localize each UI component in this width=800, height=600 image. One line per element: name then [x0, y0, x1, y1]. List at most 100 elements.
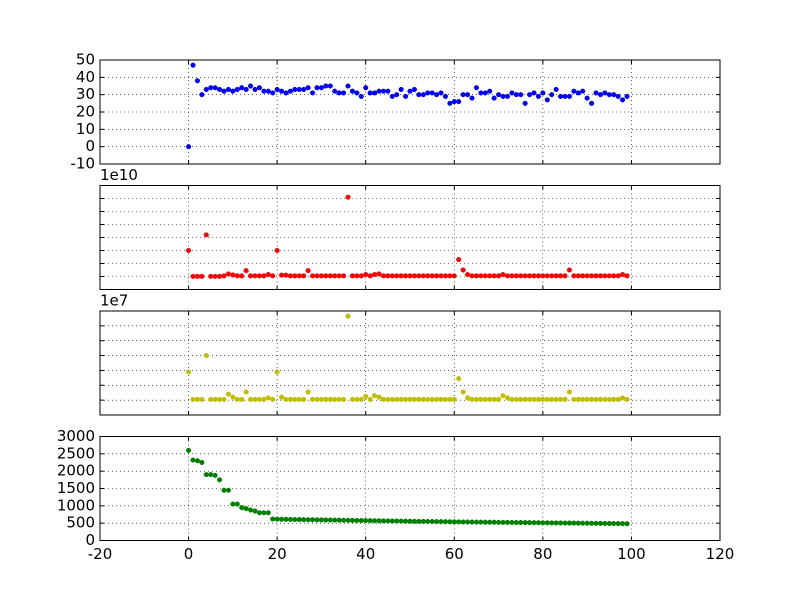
- point: [540, 396, 546, 402]
- point: [615, 273, 621, 279]
- y-tick-label: 30: [76, 85, 95, 103]
- point: [380, 396, 386, 402]
- point: [420, 92, 426, 98]
- point: [469, 273, 475, 279]
- point: [230, 88, 236, 94]
- point: [274, 247, 280, 254]
- point: [194, 273, 200, 279]
- point: [292, 86, 298, 93]
- point: [380, 88, 386, 94]
- point: [487, 396, 493, 402]
- point: [336, 517, 342, 523]
- point: [287, 396, 293, 402]
- y-tick-label: 0: [85, 531, 95, 549]
- point: [403, 93, 409, 99]
- point: [473, 396, 479, 402]
- point: [434, 519, 440, 525]
- point: [447, 396, 453, 402]
- point: [358, 396, 364, 402]
- point: [518, 92, 524, 98]
- point: [442, 396, 448, 402]
- point: [425, 90, 431, 96]
- point: [593, 273, 599, 279]
- point: [349, 273, 355, 279]
- point: [549, 520, 555, 526]
- point: [500, 93, 506, 99]
- point: [310, 396, 316, 402]
- point: [323, 396, 329, 402]
- point: [504, 519, 510, 525]
- point: [221, 273, 227, 279]
- point: [597, 520, 603, 526]
- point: [292, 396, 298, 402]
- point: [469, 95, 475, 101]
- point: [389, 273, 395, 279]
- point: [336, 396, 342, 402]
- point: [358, 93, 364, 99]
- point: [327, 83, 333, 89]
- point: [504, 395, 510, 401]
- x-tick-label: 80: [533, 545, 552, 563]
- point: [416, 92, 422, 98]
- point: [261, 510, 267, 516]
- point: [465, 92, 471, 98]
- point: [478, 273, 484, 279]
- point: [522, 100, 528, 106]
- point: [544, 273, 550, 279]
- point: [500, 519, 506, 525]
- point: [553, 520, 559, 526]
- point: [203, 353, 209, 359]
- point: [615, 521, 621, 527]
- point: [575, 273, 581, 279]
- point: [624, 93, 630, 99]
- point: [478, 396, 484, 402]
- point: [234, 86, 240, 93]
- point: [447, 100, 453, 106]
- point: [199, 92, 205, 98]
- point: [442, 93, 448, 99]
- point: [318, 517, 324, 523]
- point: [580, 273, 586, 279]
- point: [566, 267, 572, 273]
- point: [283, 272, 289, 278]
- point: [571, 88, 577, 94]
- point: [349, 396, 355, 402]
- point: [283, 90, 289, 96]
- point: [283, 516, 289, 522]
- point: [403, 518, 409, 524]
- point: [314, 517, 320, 523]
- x-tick-label: 20: [268, 545, 287, 563]
- point: [327, 273, 333, 279]
- point: [491, 396, 497, 402]
- point: [398, 518, 404, 524]
- point: [385, 518, 391, 524]
- point: [336, 90, 342, 96]
- point: [372, 518, 378, 524]
- point: [341, 90, 347, 96]
- point: [341, 517, 347, 523]
- point: [212, 396, 218, 402]
- point: [575, 520, 581, 526]
- point: [624, 273, 630, 279]
- point: [261, 396, 267, 402]
- point: [620, 97, 626, 103]
- point: [221, 88, 227, 94]
- point: [597, 92, 603, 98]
- point: [239, 505, 245, 511]
- point: [606, 92, 612, 98]
- point: [301, 396, 307, 402]
- point: [318, 273, 324, 279]
- point: [327, 396, 333, 402]
- point: [376, 88, 382, 94]
- point: [376, 271, 382, 277]
- point: [562, 520, 568, 526]
- point: [602, 520, 608, 526]
- point: [296, 396, 302, 402]
- point: [589, 100, 595, 106]
- point: [203, 86, 209, 93]
- point: [620, 272, 626, 278]
- point: [584, 95, 590, 101]
- x-tick-label: 0: [184, 545, 194, 563]
- point: [549, 396, 555, 402]
- point: [372, 90, 378, 96]
